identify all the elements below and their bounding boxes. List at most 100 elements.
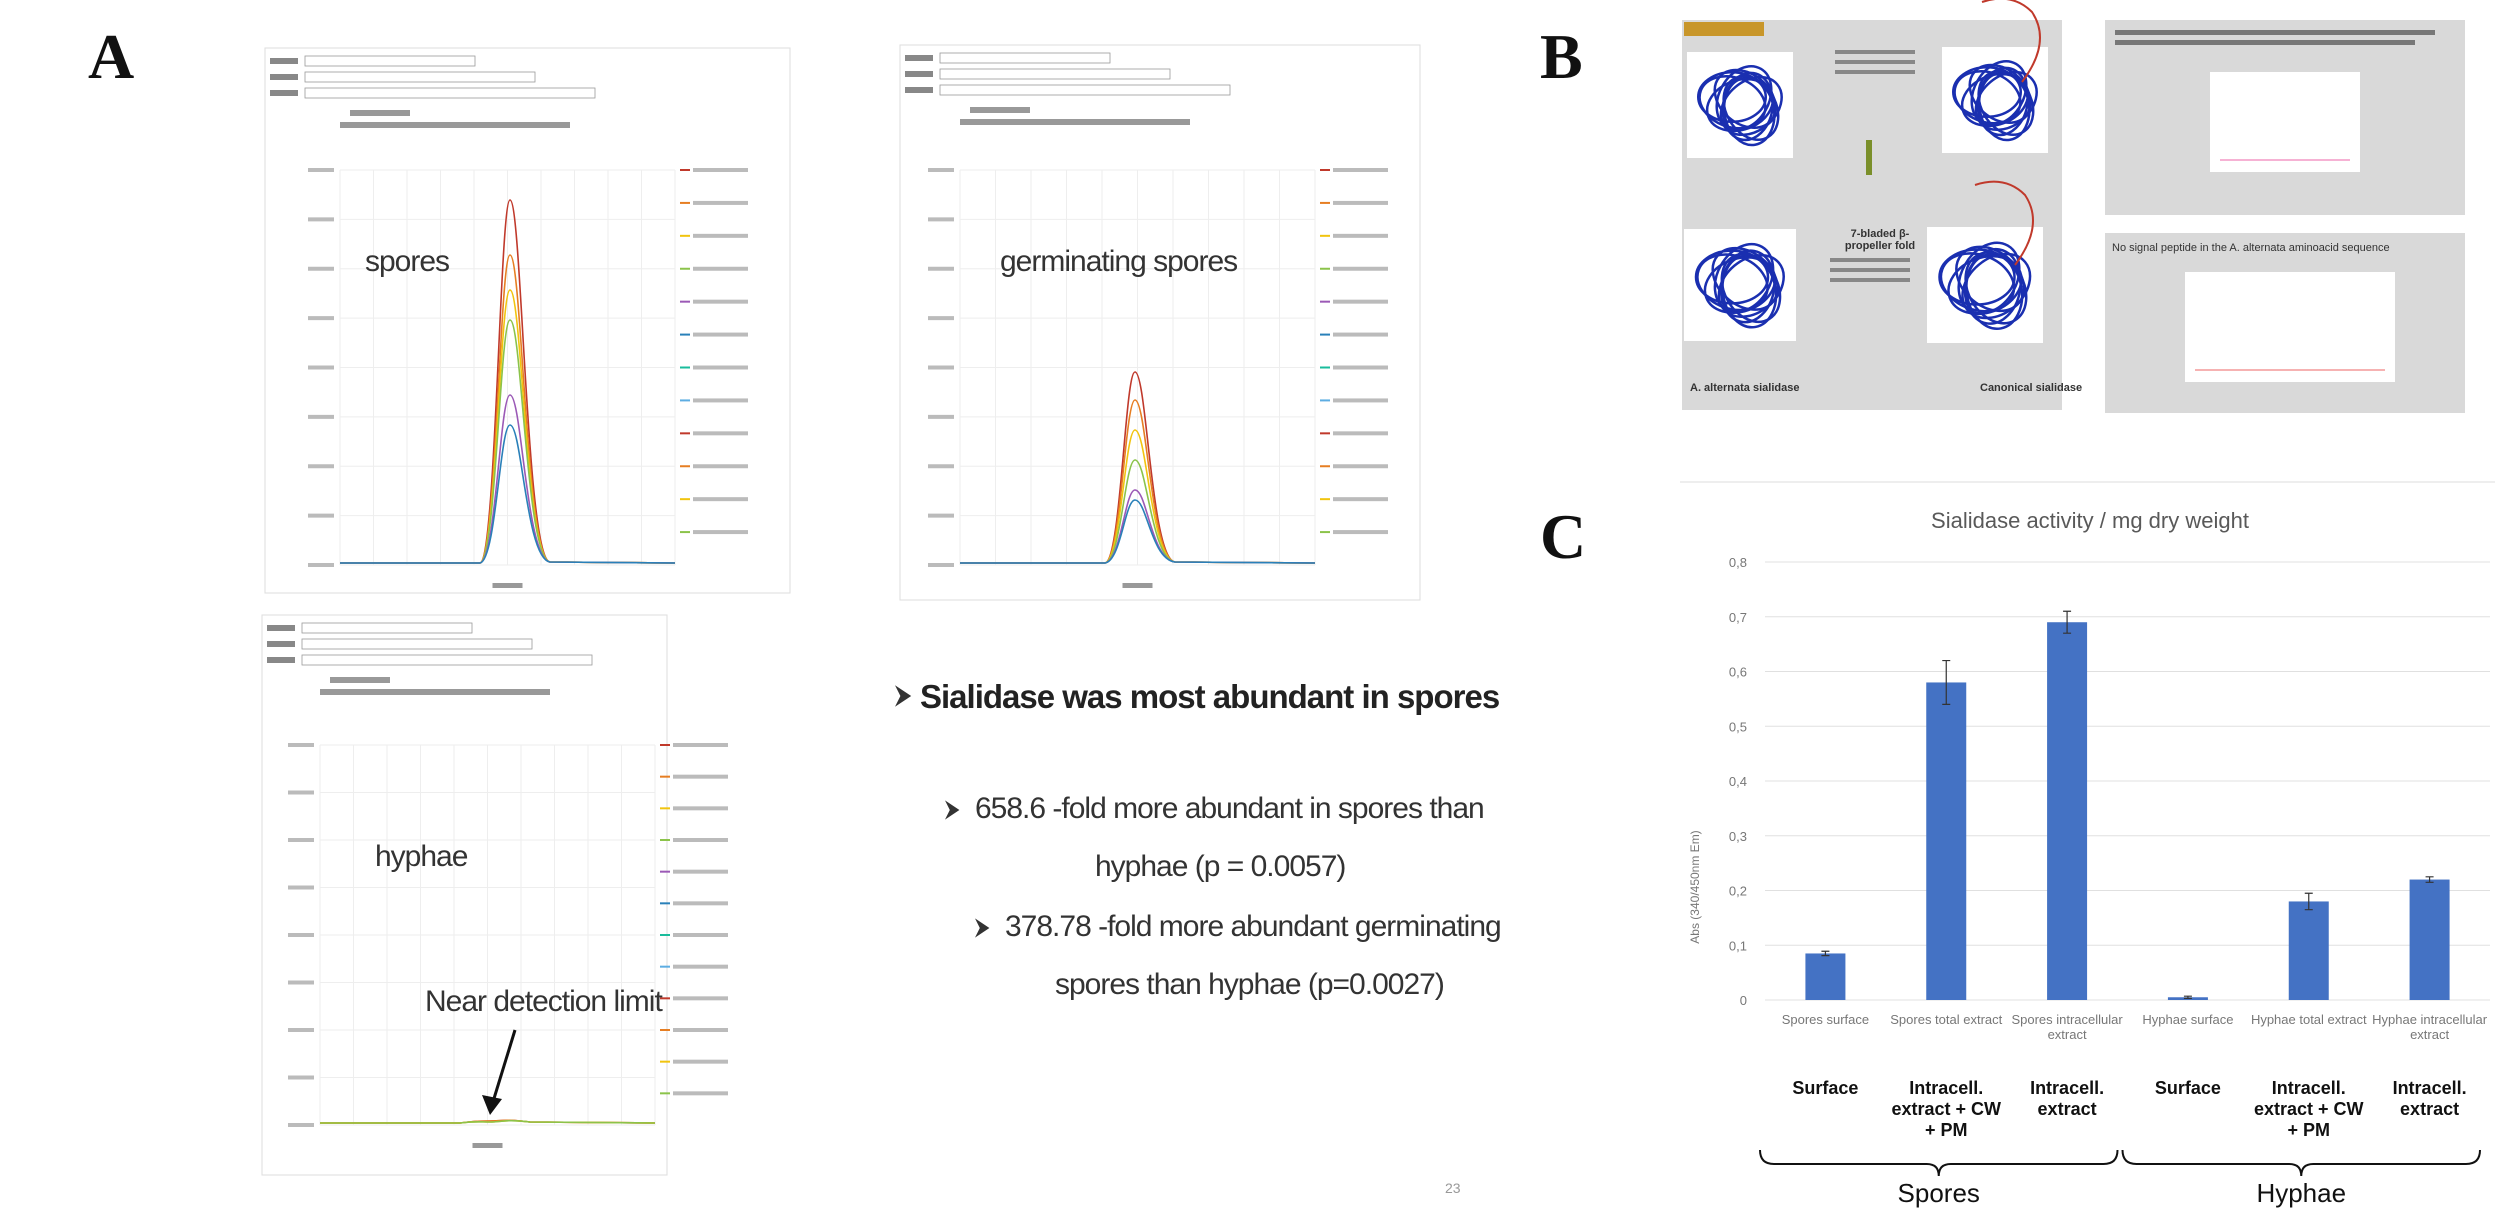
inset-plot [2210, 72, 2360, 172]
tick-text [288, 838, 314, 842]
bullet-text: spores than hyphae (p=0.0027) [1055, 968, 1444, 1002]
tick-text [288, 1123, 314, 1127]
legend-text [1333, 201, 1388, 205]
legend-text [1333, 267, 1388, 271]
blurred-text [1830, 278, 1910, 282]
tick-text [928, 415, 954, 419]
chart-annotation: germinating spores [1000, 245, 1237, 279]
chart-annotation: spores [365, 245, 449, 279]
tick-text [928, 217, 954, 221]
legend-text [673, 996, 728, 1000]
figure: 00,10,20,30,40,50,60,70,8 [0, 0, 2519, 1211]
legend-text [1333, 431, 1388, 435]
tick-text [308, 267, 334, 271]
tick-text [288, 886, 314, 890]
x-tick-label: Spores intracellular extract [2009, 1012, 2125, 1042]
group-sublabel: Surface [1770, 1078, 1880, 1099]
form-label [270, 58, 298, 64]
header-text [970, 107, 1030, 113]
panel-letter: C [1540, 500, 1586, 574]
caption: No signal peptide in the A. alternata am… [2112, 242, 2452, 254]
legend-text [693, 431, 748, 435]
legend-text [693, 267, 748, 271]
tick-text [928, 316, 954, 320]
blurred-text [1830, 268, 1910, 272]
tick-text [928, 366, 954, 370]
bullet-text: 658.6 -fold more abundant in spores than [975, 792, 1484, 826]
tick-text [288, 791, 314, 795]
legend-text [673, 965, 728, 969]
screenshot-frame [265, 48, 790, 593]
bar [2410, 880, 2450, 1000]
legend-text [1333, 333, 1388, 337]
legend-text [693, 497, 748, 501]
group-label: Spores [1879, 1178, 1999, 1209]
x-tick-label: Hyphae surface [2130, 1012, 2246, 1027]
legend-text [673, 1060, 728, 1064]
form-label [270, 74, 298, 80]
group-sublabel: Intracell. extract + CW + PM [2254, 1078, 2364, 1141]
legend-text [1333, 398, 1388, 402]
bullet-arrow [895, 685, 911, 707]
legend-text [693, 366, 748, 370]
y-tick-label: 0,7 [1729, 610, 1747, 625]
legend-text [1333, 168, 1388, 172]
blurred-text [1830, 258, 1910, 262]
legend-text [693, 201, 748, 205]
tick-text [288, 981, 314, 985]
form-label [267, 657, 295, 663]
inset-tag [1684, 22, 1764, 36]
x-tick-label: Spores surface [1767, 1012, 1883, 1027]
tick-text [308, 514, 334, 518]
legend-text [673, 870, 728, 874]
form-field [305, 72, 535, 82]
form-field [302, 639, 532, 649]
error-bar [2184, 996, 2192, 998]
form-field [302, 623, 472, 633]
tick-text [928, 267, 954, 271]
screenshot-frame [900, 45, 1420, 600]
legend-text [693, 464, 748, 468]
group-sublabel: Intracell. extract + CW + PM [1891, 1078, 2001, 1141]
y-tick-label: 0,3 [1729, 829, 1747, 844]
bullet-text: hyphae (p = 0.0057) [1095, 850, 1345, 884]
legend-text [693, 333, 748, 337]
legend-text [1333, 300, 1388, 304]
legend-text [673, 806, 728, 810]
bar [1805, 953, 1845, 1000]
y-tick-label: 0,8 [1729, 555, 1747, 570]
legend-text [693, 234, 748, 238]
header-text [330, 677, 390, 683]
blurred-text [1835, 50, 1915, 54]
legend-text [1333, 234, 1388, 238]
tick-text [308, 366, 334, 370]
header-text [350, 110, 410, 116]
form-label [905, 55, 933, 61]
legend-text [1333, 497, 1388, 501]
y-tick-label: 0,1 [1729, 938, 1747, 953]
tick-text [288, 1076, 314, 1080]
panel-letter: B [1540, 20, 1583, 94]
tick-text [308, 217, 334, 221]
form-field [940, 53, 1110, 63]
form-label [270, 90, 298, 96]
caption: A. alternata sialidase [1690, 382, 1799, 394]
form-field [305, 56, 475, 66]
bar [2289, 901, 2329, 1000]
y-tick-label: 0,2 [1729, 884, 1747, 899]
legend-text [673, 1028, 728, 1032]
group-sublabel: Intracell. extract [2375, 1078, 2485, 1120]
x-tick-label: Hyphae total extract [2251, 1012, 2367, 1027]
tick-text [928, 563, 954, 567]
blurred-text [2115, 40, 2415, 45]
tick-text [928, 168, 954, 172]
blurred-text [1835, 60, 1915, 64]
legend-text [673, 838, 728, 842]
y-tick-label: 0,6 [1729, 665, 1747, 680]
legend-text [1333, 464, 1388, 468]
form-field [940, 69, 1170, 79]
tick-text [928, 514, 954, 518]
screenshot-frame [262, 615, 667, 1175]
legend-text [673, 901, 728, 905]
legend-text [1333, 366, 1388, 370]
